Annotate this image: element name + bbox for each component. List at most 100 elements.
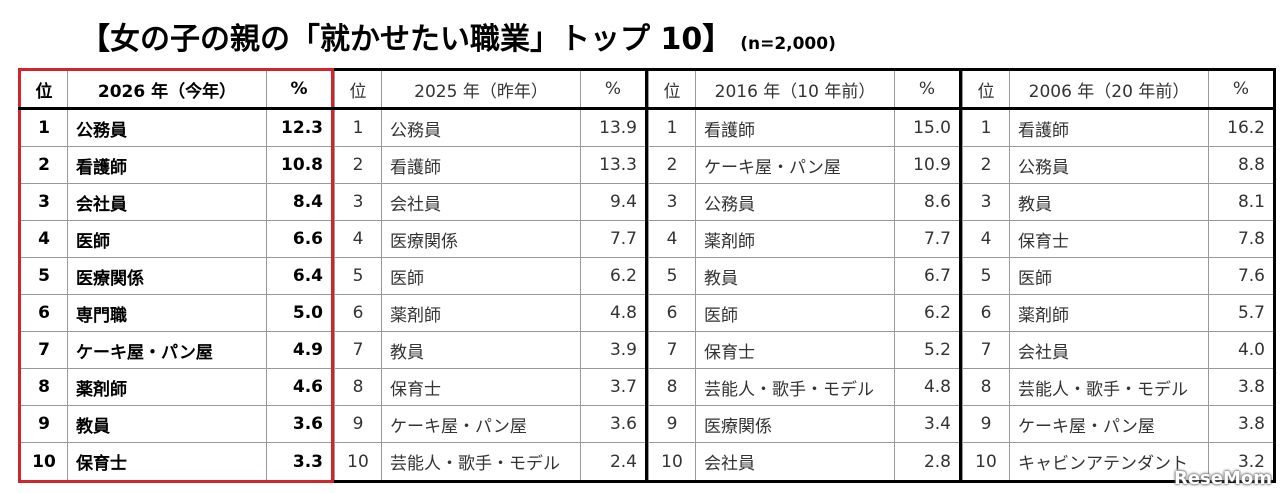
job-cell: 専門職 — [67, 294, 267, 333]
percent-cell: 6.6 — [266, 220, 333, 259]
percent-cell: 3.9 — [580, 331, 647, 370]
percent-cell: 3.2 — [1208, 442, 1275, 482]
rank-cell: 10 — [19, 442, 68, 482]
header-cell: 2016 年（10 年前） — [695, 69, 895, 110]
rank-cell: 6 — [334, 294, 382, 333]
row: 4 医療関係 7.7 — [334, 220, 647, 259]
row: 2 ケーキ屋・パン屋 10.9 — [648, 146, 961, 185]
rank-cell: 3 — [962, 183, 1010, 222]
percent-cell: 3.4 — [894, 405, 961, 444]
row: 6 専門職 5.0 — [19, 294, 333, 333]
row: 1 看護師 15.0 — [648, 107, 961, 148]
rank-cell: 4 — [19, 220, 68, 259]
job-cell: 医師 — [695, 294, 895, 333]
job-cell: 薬剤師 — [1009, 294, 1209, 333]
rank-cell: 6 — [19, 294, 68, 333]
row: 5 教員 6.7 — [648, 257, 961, 296]
job-cell: 保育士 — [695, 331, 895, 370]
row: 10 保育士 3.3 — [19, 442, 333, 482]
row: 6 薬剤師 4.8 — [334, 294, 647, 333]
percent-cell: 7.7 — [580, 220, 647, 259]
percent-cell: 7.8 — [1208, 220, 1275, 259]
row: 9 教員 3.6 — [19, 405, 333, 444]
percent-cell: 9.4 — [580, 183, 647, 222]
ranking-table: 位 2025 年（昨年）% 1 公務員 13.9 2 看護師 13.3 3 会社員 9.4 4 医療関係… — [334, 68, 648, 483]
job-cell: 薬剤師 — [695, 220, 895, 259]
rank-cell: 5 — [962, 257, 1010, 296]
row: 2 看護師 13.3 — [334, 146, 647, 185]
job-cell: ケーキ屋・パン屋 — [381, 405, 581, 444]
row: 6 薬剤師 5.7 — [962, 294, 1275, 333]
rank-cell: 10 — [962, 442, 1010, 482]
percent-cell: 10.9 — [894, 146, 961, 185]
percent-cell: 4.9 — [266, 331, 333, 370]
job-cell: ケーキ屋・パン屋 — [695, 146, 895, 185]
percent-cell: 12.3 — [266, 107, 333, 148]
percent-cell: 8.1 — [1208, 183, 1275, 222]
rank-cell: 2 — [962, 146, 1010, 185]
row: 4 保育士 7.8 — [962, 220, 1275, 259]
percent-cell: 3.3 — [266, 442, 333, 482]
job-cell: キャビンアテンダント — [1009, 442, 1209, 482]
job-cell: 公務員 — [695, 183, 895, 222]
job-cell: 公務員 — [1009, 146, 1209, 185]
header-cell: 2006 年（20 年前） — [1009, 69, 1209, 110]
percent-cell: 3.7 — [580, 368, 647, 407]
header-cell: 2025 年（昨年） — [381, 69, 581, 110]
rank-cell: 10 — [334, 442, 382, 482]
percent-cell: 3.6 — [266, 405, 333, 444]
job-cell: 教員 — [67, 405, 267, 444]
row: 1 公務員 13.9 — [334, 107, 647, 148]
row: 10 芸能人・歌手・モデル 2.4 — [334, 442, 647, 482]
percent-cell: 8.6 — [894, 183, 961, 222]
ranking-table: 位 2016 年（10 年前）% 1 看護師 15.0 2 ケーキ屋・パン屋 10.9 3 公務員… — [648, 68, 962, 483]
row: 5 医療関係 6.4 — [19, 257, 333, 296]
rank-cell: 8 — [19, 368, 68, 407]
rank-cell: 7 — [19, 331, 68, 370]
job-cell: 看護師 — [1009, 107, 1209, 148]
percent-cell: 8.4 — [266, 183, 333, 222]
job-cell: 教員 — [381, 331, 581, 370]
rank-cell: 10 — [648, 442, 696, 482]
job-cell: 医師 — [67, 220, 267, 259]
rank-cell: 1 — [19, 107, 68, 148]
row: 1 看護師 16.2 — [962, 107, 1275, 148]
header-cell: 位 — [648, 69, 696, 110]
row: 2 看護師 10.8 — [19, 146, 333, 185]
percent-cell: 15.0 — [894, 107, 961, 148]
tables: 位 2026 年（今年）% 1 公務員 12.3 2 看護師 10.8 3 会社員 8.4 4 医師 6.… — [18, 68, 1276, 483]
rank-cell: 1 — [962, 107, 1010, 148]
row: 7 会社員 4.0 — [962, 331, 1275, 370]
ranking-table: 位 2026 年（今年）% 1 公務員 12.3 2 看護師 10.8 3 会社員 8.4 4 医師 6.… — [18, 68, 334, 483]
job-cell: ケーキ屋・パン屋 — [67, 331, 267, 370]
percent-cell: 2.8 — [894, 442, 961, 482]
job-cell: 公務員 — [381, 107, 581, 148]
row: 4 薬剤師 7.7 — [648, 220, 961, 259]
row: 3 会社員 8.4 — [19, 183, 333, 222]
percent-cell: 4.8 — [894, 368, 961, 407]
rank-cell: 8 — [648, 368, 696, 407]
row: 8 保育士 3.7 — [334, 368, 647, 407]
row: 6 医師 6.2 — [648, 294, 961, 333]
row: 2 公務員 8.8 — [962, 146, 1275, 185]
rank-cell: 4 — [334, 220, 382, 259]
percent-cell: 13.3 — [580, 146, 647, 185]
percent-cell: 3.8 — [1208, 368, 1275, 407]
row: 3 会社員 9.4 — [334, 183, 647, 222]
row: 8 芸能人・歌手・モデル 4.8 — [648, 368, 961, 407]
row: 3 教員 8.1 — [962, 183, 1275, 222]
rank-cell: 5 — [334, 257, 382, 296]
rank-cell: 3 — [334, 183, 382, 222]
header-cell: % — [1208, 69, 1275, 110]
percent-cell: 4.0 — [1208, 331, 1275, 370]
rank-cell: 3 — [648, 183, 696, 222]
job-cell: 保育士 — [1009, 220, 1209, 259]
percent-cell: 6.2 — [580, 257, 647, 296]
row: 7 保育士 5.2 — [648, 331, 961, 370]
row: 8 薬剤師 4.6 — [19, 368, 333, 407]
percent-cell: 5.7 — [1208, 294, 1275, 333]
percent-cell: 6.2 — [894, 294, 961, 333]
rank-cell: 6 — [962, 294, 1010, 333]
percent-cell: 6.4 — [266, 257, 333, 296]
